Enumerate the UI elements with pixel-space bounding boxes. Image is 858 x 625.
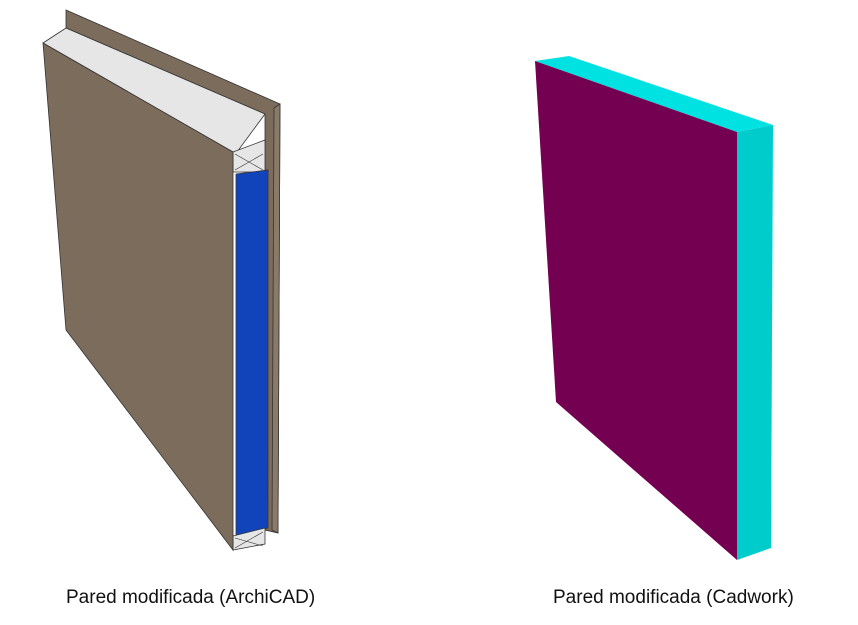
archicad-cavity-top-cross-b — [234, 153, 264, 171]
caption-cadwork: Pared modificada (Cadwork) — [553, 587, 794, 608]
archicad-insulation-layer — [235, 169, 269, 539]
cadwork-wall-model — [535, 56, 773, 560]
archicad-front-panel — [42, 42, 234, 552]
archicad-cavity-bottom-cross-b — [234, 531, 264, 549]
archicad-back-panel-edge — [271, 103, 281, 534]
caption-archicad: Pared modificada (ArchiCAD) — [66, 587, 316, 608]
cadwork-side-face — [737, 125, 773, 560]
archicad-wall-model — [42, 9, 281, 552]
cadwork-front-face — [535, 61, 737, 560]
cadwork-top-face — [535, 56, 773, 132]
archicad-cavity-bottom-cross-a — [234, 537, 264, 547]
